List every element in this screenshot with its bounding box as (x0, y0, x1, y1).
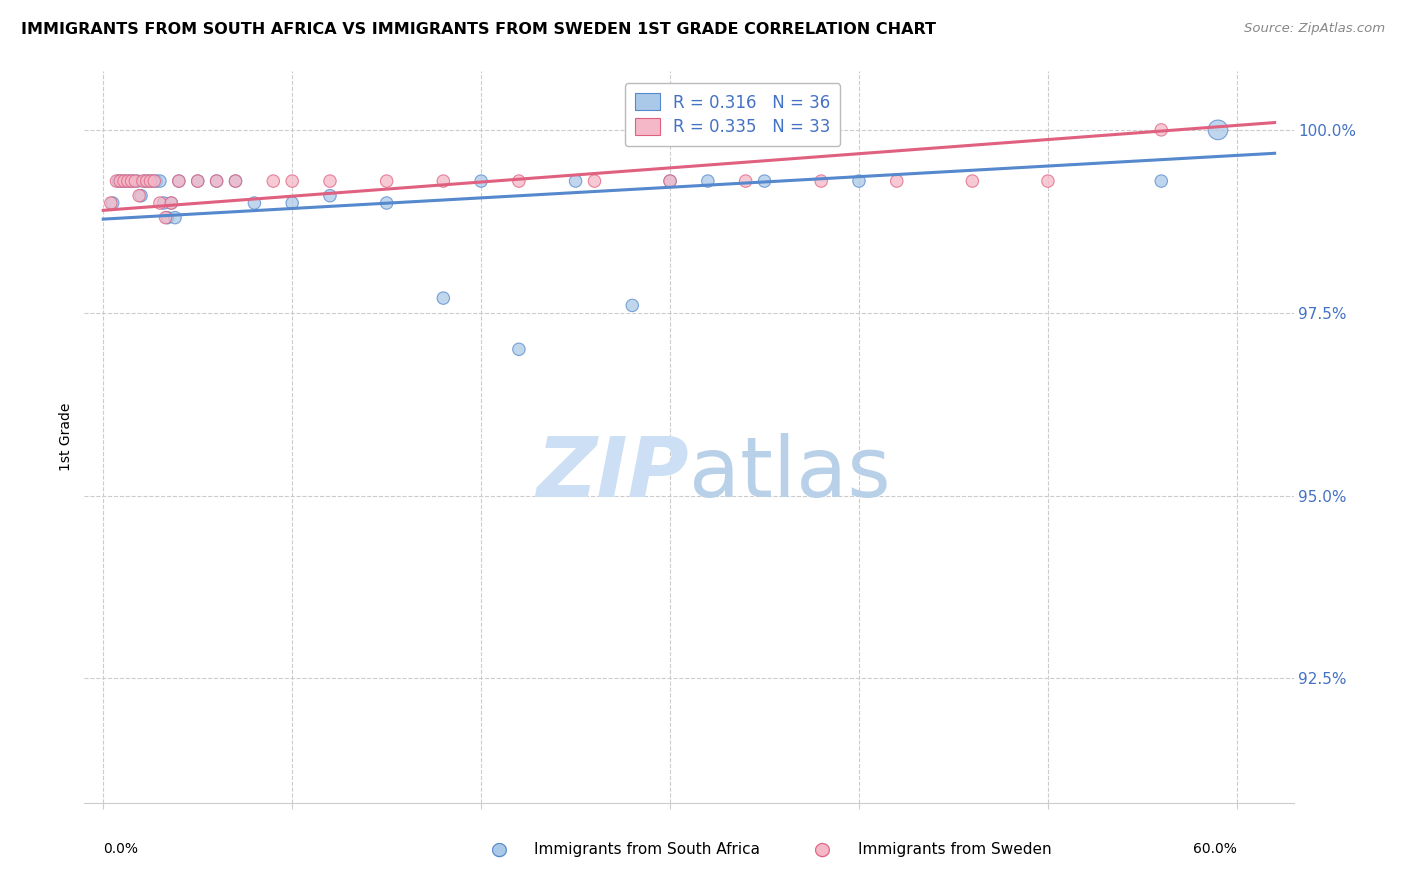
Point (187, 174, 209, 188)
Point (508, 343, 530, 357)
Point (132, 174, 155, 188)
Point (167, 174, 190, 188)
Point (243, 196, 266, 211)
Point (187, 174, 209, 188)
Point (659, 174, 682, 188)
Point (1150, 174, 1173, 188)
Point (134, 174, 156, 188)
Point (100, 196, 122, 211)
Point (225, 174, 247, 188)
Text: 60.0%: 60.0% (1192, 842, 1237, 855)
Point (659, 174, 682, 188)
Text: IMMIGRANTS FROM SOUTH AFRICA VS IMMIGRANTS FROM SWEDEN 1ST GRADE CORRELATION CHA: IMMIGRANTS FROM SOUTH AFRICA VS IMMIGRAN… (21, 22, 936, 37)
Point (886, 174, 908, 188)
Point (117, 174, 139, 188)
Point (281, 196, 304, 211)
Point (124, 174, 146, 188)
Point (129, 188, 152, 202)
Point (564, 174, 586, 188)
Point (101, 196, 124, 211)
Text: Immigrants from Sweden: Immigrants from Sweden (858, 842, 1052, 856)
Point (508, 174, 530, 188)
Point (122, 174, 145, 188)
Text: ○: ○ (491, 839, 508, 859)
Point (281, 174, 304, 188)
Point (621, 298, 644, 312)
Point (110, 174, 132, 188)
Point (319, 188, 342, 202)
Text: ●: ● (491, 839, 508, 859)
Point (141, 174, 163, 188)
Point (470, 174, 492, 188)
Point (1206, 123, 1229, 137)
Text: 0.0%: 0.0% (103, 842, 138, 855)
Point (127, 174, 149, 188)
Point (1036, 174, 1059, 188)
Point (848, 174, 870, 188)
Y-axis label: 1st Grade: 1st Grade (59, 403, 73, 471)
Point (432, 174, 454, 188)
Point (205, 174, 228, 188)
Point (962, 174, 984, 188)
Point (156, 211, 179, 225)
Point (167, 174, 190, 188)
Point (319, 174, 342, 188)
Point (115, 174, 138, 188)
Point (105, 174, 128, 188)
Point (1150, 123, 1173, 137)
Text: atlas: atlas (689, 434, 890, 514)
Point (107, 174, 129, 188)
Legend: R = 0.316   N = 36, R = 0.335   N = 33: R = 0.316 N = 36, R = 0.335 N = 33 (624, 83, 841, 146)
Point (696, 174, 718, 188)
Text: ZIP: ZIP (536, 434, 689, 514)
Text: Immigrants from South Africa: Immigrants from South Africa (534, 842, 761, 856)
Point (135, 174, 157, 188)
Point (118, 174, 141, 188)
Point (583, 174, 606, 188)
Text: ○: ○ (814, 839, 831, 859)
Point (375, 196, 398, 211)
Point (149, 196, 172, 211)
Point (375, 174, 398, 188)
Point (165, 211, 187, 225)
Point (160, 196, 183, 211)
Point (155, 211, 177, 225)
Point (149, 174, 172, 188)
Point (112, 174, 135, 188)
Point (432, 291, 454, 305)
Point (138, 174, 160, 188)
Point (225, 174, 247, 188)
Point (143, 174, 166, 188)
Point (734, 174, 756, 188)
Point (152, 196, 174, 211)
Text: ●: ● (814, 839, 831, 859)
Point (262, 174, 284, 188)
Point (145, 174, 167, 188)
Point (111, 174, 134, 188)
Point (205, 174, 228, 188)
Point (121, 174, 143, 188)
Point (754, 174, 776, 188)
Text: Source: ZipAtlas.com: Source: ZipAtlas.com (1244, 22, 1385, 36)
Point (128, 188, 150, 202)
Point (160, 196, 183, 211)
Point (139, 174, 162, 188)
Point (810, 174, 832, 188)
